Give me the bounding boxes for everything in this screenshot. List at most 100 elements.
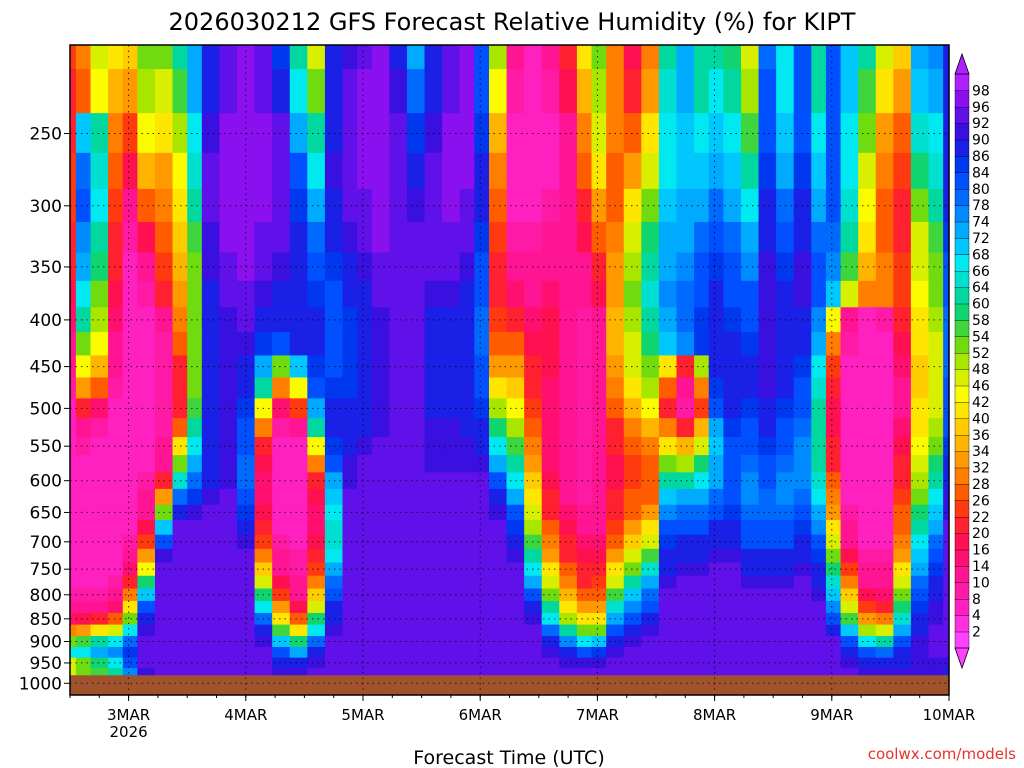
rh-cell [811, 600, 827, 614]
rh-cell [90, 332, 109, 357]
rh-cell [108, 398, 124, 419]
rh-cell [758, 113, 777, 154]
rh-cell [506, 455, 525, 473]
rh-cell [723, 221, 742, 254]
x-tick-label: 3MAR [107, 706, 150, 724]
rh-cell [70, 519, 77, 536]
rh-cell [70, 668, 77, 679]
rh-cell [606, 221, 625, 254]
colorbar-swatch [954, 139, 970, 157]
rh-cell [623, 624, 642, 637]
rh-cell [289, 455, 308, 473]
rh-cell [406, 635, 426, 648]
rh-cell [623, 635, 642, 648]
rh-cell [576, 418, 593, 438]
rh-cell [910, 398, 930, 419]
rh-cell [172, 455, 188, 473]
rh-cell [272, 332, 291, 357]
rh-cell [506, 488, 525, 506]
rh-cell [459, 668, 475, 679]
rh-cell [474, 152, 490, 190]
rh-cell [708, 437, 724, 456]
rh-cell [623, 221, 642, 254]
rh-cell [488, 534, 508, 550]
rh-cell [442, 519, 461, 536]
rh-cell [488, 455, 508, 473]
rh-cell [289, 504, 308, 521]
rh-cell [424, 624, 443, 637]
rh-cell [201, 252, 221, 282]
rh-cell [559, 355, 578, 379]
rh-cell [825, 612, 842, 626]
rh-cell [154, 280, 174, 308]
rh-cell [875, 221, 894, 254]
rh-cell [201, 307, 221, 333]
rh-cell [122, 332, 138, 357]
rh-cell [219, 418, 238, 438]
rh-cell [488, 398, 508, 419]
rh-cell [858, 332, 877, 357]
rh-cell [910, 252, 930, 282]
rh-cell [576, 472, 593, 490]
rh-cell [108, 646, 124, 659]
rh-cell [910, 152, 930, 190]
rh-cell [606, 519, 625, 536]
rh-cell [442, 612, 461, 626]
rh-cell [694, 548, 710, 564]
rh-cell [541, 646, 560, 659]
rh-cell [342, 332, 358, 357]
rh-cell [893, 280, 912, 308]
rh-cell [342, 113, 358, 154]
rh-cell [488, 188, 508, 223]
rh-cell [506, 519, 525, 536]
rh-cell [187, 600, 203, 614]
rh-cell [357, 504, 373, 521]
rh-cell [776, 600, 795, 614]
rh-cell [576, 488, 593, 506]
rh-cell [474, 562, 490, 577]
rh-cell [623, 280, 642, 308]
rh-cell [776, 668, 795, 679]
rh-cell [943, 307, 949, 333]
rh-cell [272, 252, 291, 282]
rh-cell [289, 548, 308, 564]
rh-cell [371, 668, 390, 679]
rh-cell [70, 45, 77, 70]
rh-cell [623, 188, 642, 223]
rh-cell [623, 418, 642, 438]
rh-cell [122, 252, 138, 282]
rh-cell [70, 113, 77, 154]
rh-cell [893, 188, 912, 223]
rh-cell [324, 69, 344, 114]
rh-cell [676, 455, 695, 473]
rh-cell [474, 45, 490, 70]
colorbar-swatch [954, 533, 970, 551]
rh-cell [108, 377, 124, 399]
colorbar-swatch [954, 122, 970, 141]
rh-cell [708, 152, 724, 190]
rh-cell [201, 588, 221, 602]
rh-cell [187, 504, 203, 521]
rh-cell [559, 418, 578, 438]
rh-cell [591, 600, 607, 614]
rh-cell [541, 221, 560, 254]
rh-cell [776, 332, 795, 357]
rh-cell [676, 624, 695, 637]
rh-cell [893, 646, 912, 659]
rh-cell [658, 600, 678, 614]
rh-cell [201, 488, 221, 506]
colorbar-swatch [954, 237, 970, 255]
rh-cell [541, 668, 560, 679]
rh-cell [237, 668, 256, 679]
rh-cell [875, 575, 894, 590]
rh-cell [201, 455, 221, 473]
rh-cell [201, 152, 221, 190]
rh-cell [307, 562, 326, 577]
rh-cell [708, 398, 724, 419]
rh-cell [740, 377, 760, 399]
rh-cell [488, 548, 508, 564]
rh-cell [122, 377, 138, 399]
rh-cell [559, 588, 578, 602]
colorbar-swatch [954, 549, 970, 567]
